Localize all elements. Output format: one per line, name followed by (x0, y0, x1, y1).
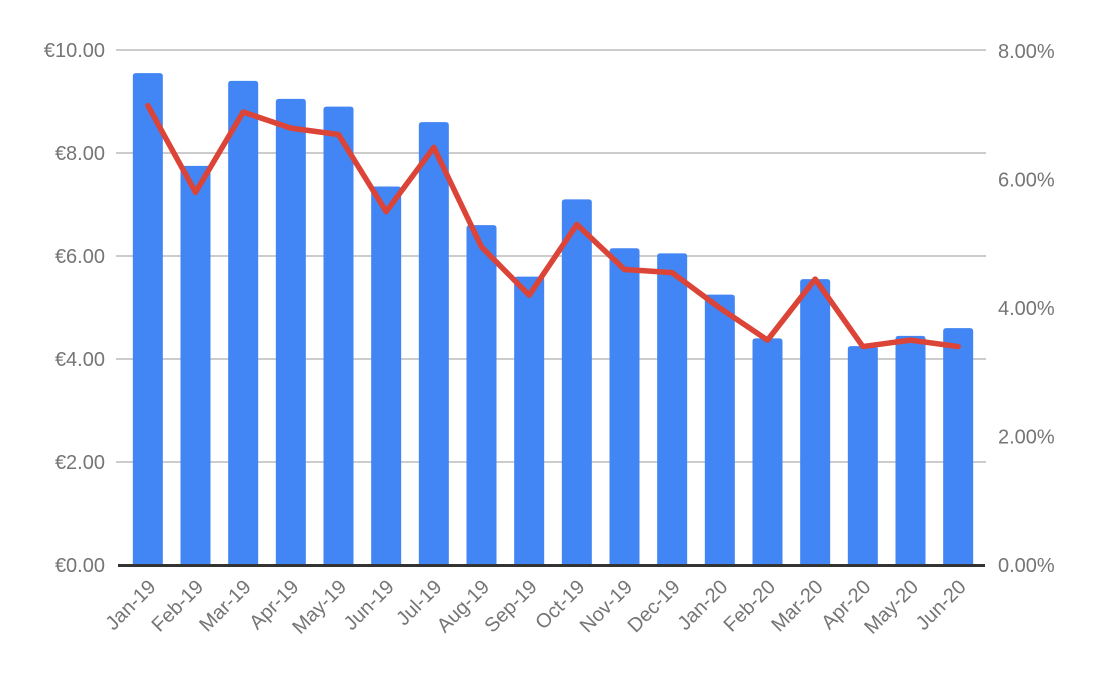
x-axis-label: Dec-19 (624, 576, 685, 637)
bar-Jun-19 (371, 186, 402, 565)
bar-Feb-19 (180, 165, 211, 565)
x-axis-label: Sep-19 (481, 576, 542, 637)
x-axis-label: Feb-19 (148, 576, 208, 636)
x-axis-label: Jun-20 (912, 576, 971, 635)
bar-Jun-20 (943, 328, 974, 565)
bar-Aug-19 (466, 225, 497, 565)
right-axis-label: 0.00% (998, 555, 1055, 577)
x-axis-label: May-20 (860, 576, 923, 639)
bar-Jul-19 (418, 122, 449, 565)
x-axis-label: Mar-20 (767, 576, 827, 636)
x-axis-label: May-19 (288, 576, 351, 639)
bar-May-19 (323, 106, 354, 566)
bar-Mar-20 (800, 279, 831, 565)
bar-Feb-20 (752, 338, 783, 565)
bar-Jan-20 (704, 294, 735, 565)
bar-Oct-19 (561, 199, 592, 565)
right-axis-label: 6.00% (998, 170, 1055, 192)
bar-Mar-19 (228, 80, 259, 566)
x-axis-label: Jun-19 (340, 576, 399, 635)
left-axis-label: €4.00 (55, 349, 105, 371)
right-axis-label: 2.00% (998, 427, 1055, 449)
bar-May-20 (895, 335, 926, 565)
bar-Dec-19 (657, 253, 688, 566)
x-axis-label: Mar-19 (195, 576, 255, 636)
bar-Jan-19 (132, 73, 163, 566)
rate-line (145, 102, 961, 350)
x-axis-label: Nov-19 (576, 576, 637, 637)
right-axis-label: 8.00% (998, 41, 1055, 63)
left-axis-label: €10.00 (44, 40, 105, 62)
left-axis-label: €6.00 (55, 246, 105, 268)
left-axis-label: €2.00 (55, 452, 105, 474)
bar-Nov-19 (609, 248, 640, 565)
x-axis-label: Aug-19 (433, 576, 494, 637)
left-axis-label: €0.00 (55, 555, 105, 577)
x-axis-label: Feb-20 (720, 576, 780, 636)
bar-Apr-20 (847, 346, 878, 565)
left-axis-label: €8.00 (55, 143, 105, 165)
bar-Sep-19 (514, 276, 545, 565)
right-axis-label: 4.00% (998, 298, 1055, 320)
bar-Apr-19 (275, 98, 306, 566)
